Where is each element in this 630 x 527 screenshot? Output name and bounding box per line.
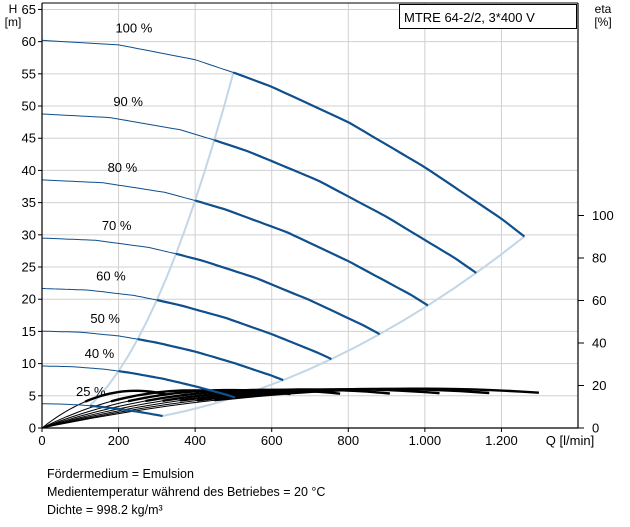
head-curve-speed-label: 80 % [108, 160, 138, 175]
head-curve-speed-label: 50 % [90, 311, 120, 326]
y-axis-title-right-symbol: eta [594, 2, 612, 16]
x-tick-label: 800 [337, 433, 359, 448]
y-axis-title-left-unit: [m] [4, 15, 22, 29]
chart-axes: 0 5 10 15 20 25 30 35 40 45 50 55 60 65 0 20 40 60 80 100 0 2… [22, 2, 614, 448]
head-curve [233, 71, 526, 238]
y-tick-label-right: 40 [592, 336, 606, 351]
x-tick-label: 0 [38, 433, 45, 448]
y-tick-label-left: 5 [29, 388, 36, 403]
y-tick-label-left: 25 [22, 260, 36, 275]
y-tick-label-left: 50 [22, 99, 36, 114]
max-flow-envelope-line [162, 235, 526, 418]
head-curve-thin [42, 403, 90, 407]
y-tick-label-right: 20 [592, 378, 606, 393]
y-tick-label-left: 10 [22, 356, 36, 371]
head-curve-thin [41, 237, 177, 255]
head-curve [89, 404, 163, 418]
min-flow-envelope-line [89, 72, 235, 407]
head-curve-speed-label: 25 % [76, 384, 106, 399]
medium-info-line: Fördermedium = Emulsion [47, 467, 194, 481]
head-curve-speed-label: 70 % [102, 218, 132, 233]
head-curve-thin [41, 179, 196, 201]
head-curve-speed-label: 60 % [96, 268, 126, 283]
x-axis-label: Q [l/min] [546, 433, 594, 448]
chart-labels: 100 % 90 % 80 % 70 % 60 % 50 % 40 % 25 % [76, 20, 153, 398]
head-curve [156, 298, 332, 361]
head-curve [213, 139, 477, 274]
y-axis-title-right: eta [%] [588, 3, 618, 29]
y-tick-label-right: 60 [592, 293, 606, 308]
head-curve [194, 199, 429, 307]
medium-info-line: Medientemperatur während des Betriebes =… [47, 485, 326, 499]
chart-curves [41, 39, 539, 429]
head-curve-thin [41, 330, 138, 340]
y-tick-label-left: 0 [29, 421, 36, 436]
grid-lines [41, 3, 578, 429]
head-curve [175, 252, 381, 336]
head-curve-speed-label: 90 % [113, 94, 143, 109]
head-curve-speed-label: 100 % [115, 20, 152, 35]
head-curve-thin [41, 39, 234, 73]
y-tick-label-left: 65 [22, 2, 36, 17]
y-tick-label-right: 0 [592, 421, 599, 436]
y-tick-label-right: 80 [592, 251, 606, 266]
x-tick-label: 400 [184, 433, 206, 448]
head-curve-thin [42, 365, 119, 372]
x-tick-label: 200 [108, 433, 130, 448]
pump-model-label: MTRE 64-2/2, 3*400 V [399, 4, 577, 29]
head-curve-thin [41, 113, 215, 141]
y-tick-label-left: 15 [22, 324, 36, 339]
y-axis-title-right-unit: [%] [594, 15, 612, 29]
y-tick-label-left: 55 [22, 66, 36, 81]
y-axis-title-left: H [m] [2, 3, 24, 29]
efficiency-curve-operating [110, 389, 241, 403]
y-tick-label-left: 45 [22, 131, 36, 146]
x-tick-label: 1.000 [409, 433, 442, 448]
efficiency-curve-operating [84, 389, 167, 403]
medium-info: Fördermedium = Emulsion Medientemperatur… [47, 465, 325, 519]
y-tick-label-left: 20 [22, 292, 36, 307]
head-curve [137, 338, 284, 382]
y-axis-title-left-symbol: H [8, 2, 18, 16]
y-tick-label-left: 40 [22, 163, 36, 178]
y-tick-label-left: 30 [22, 227, 36, 242]
y-tick-label-left: 35 [22, 195, 36, 210]
y-tick-label-right: 100 [592, 208, 614, 223]
head-curve [118, 370, 236, 399]
head-curve-speed-label: 40 % [85, 346, 115, 361]
head-curve-thin [41, 287, 157, 301]
medium-info-line: Dichte = 998.2 kg/m³ [47, 503, 163, 517]
y-tick-label-left: 60 [22, 34, 36, 49]
x-tick-label: 1.200 [485, 433, 518, 448]
x-tick-label: 600 [261, 433, 283, 448]
